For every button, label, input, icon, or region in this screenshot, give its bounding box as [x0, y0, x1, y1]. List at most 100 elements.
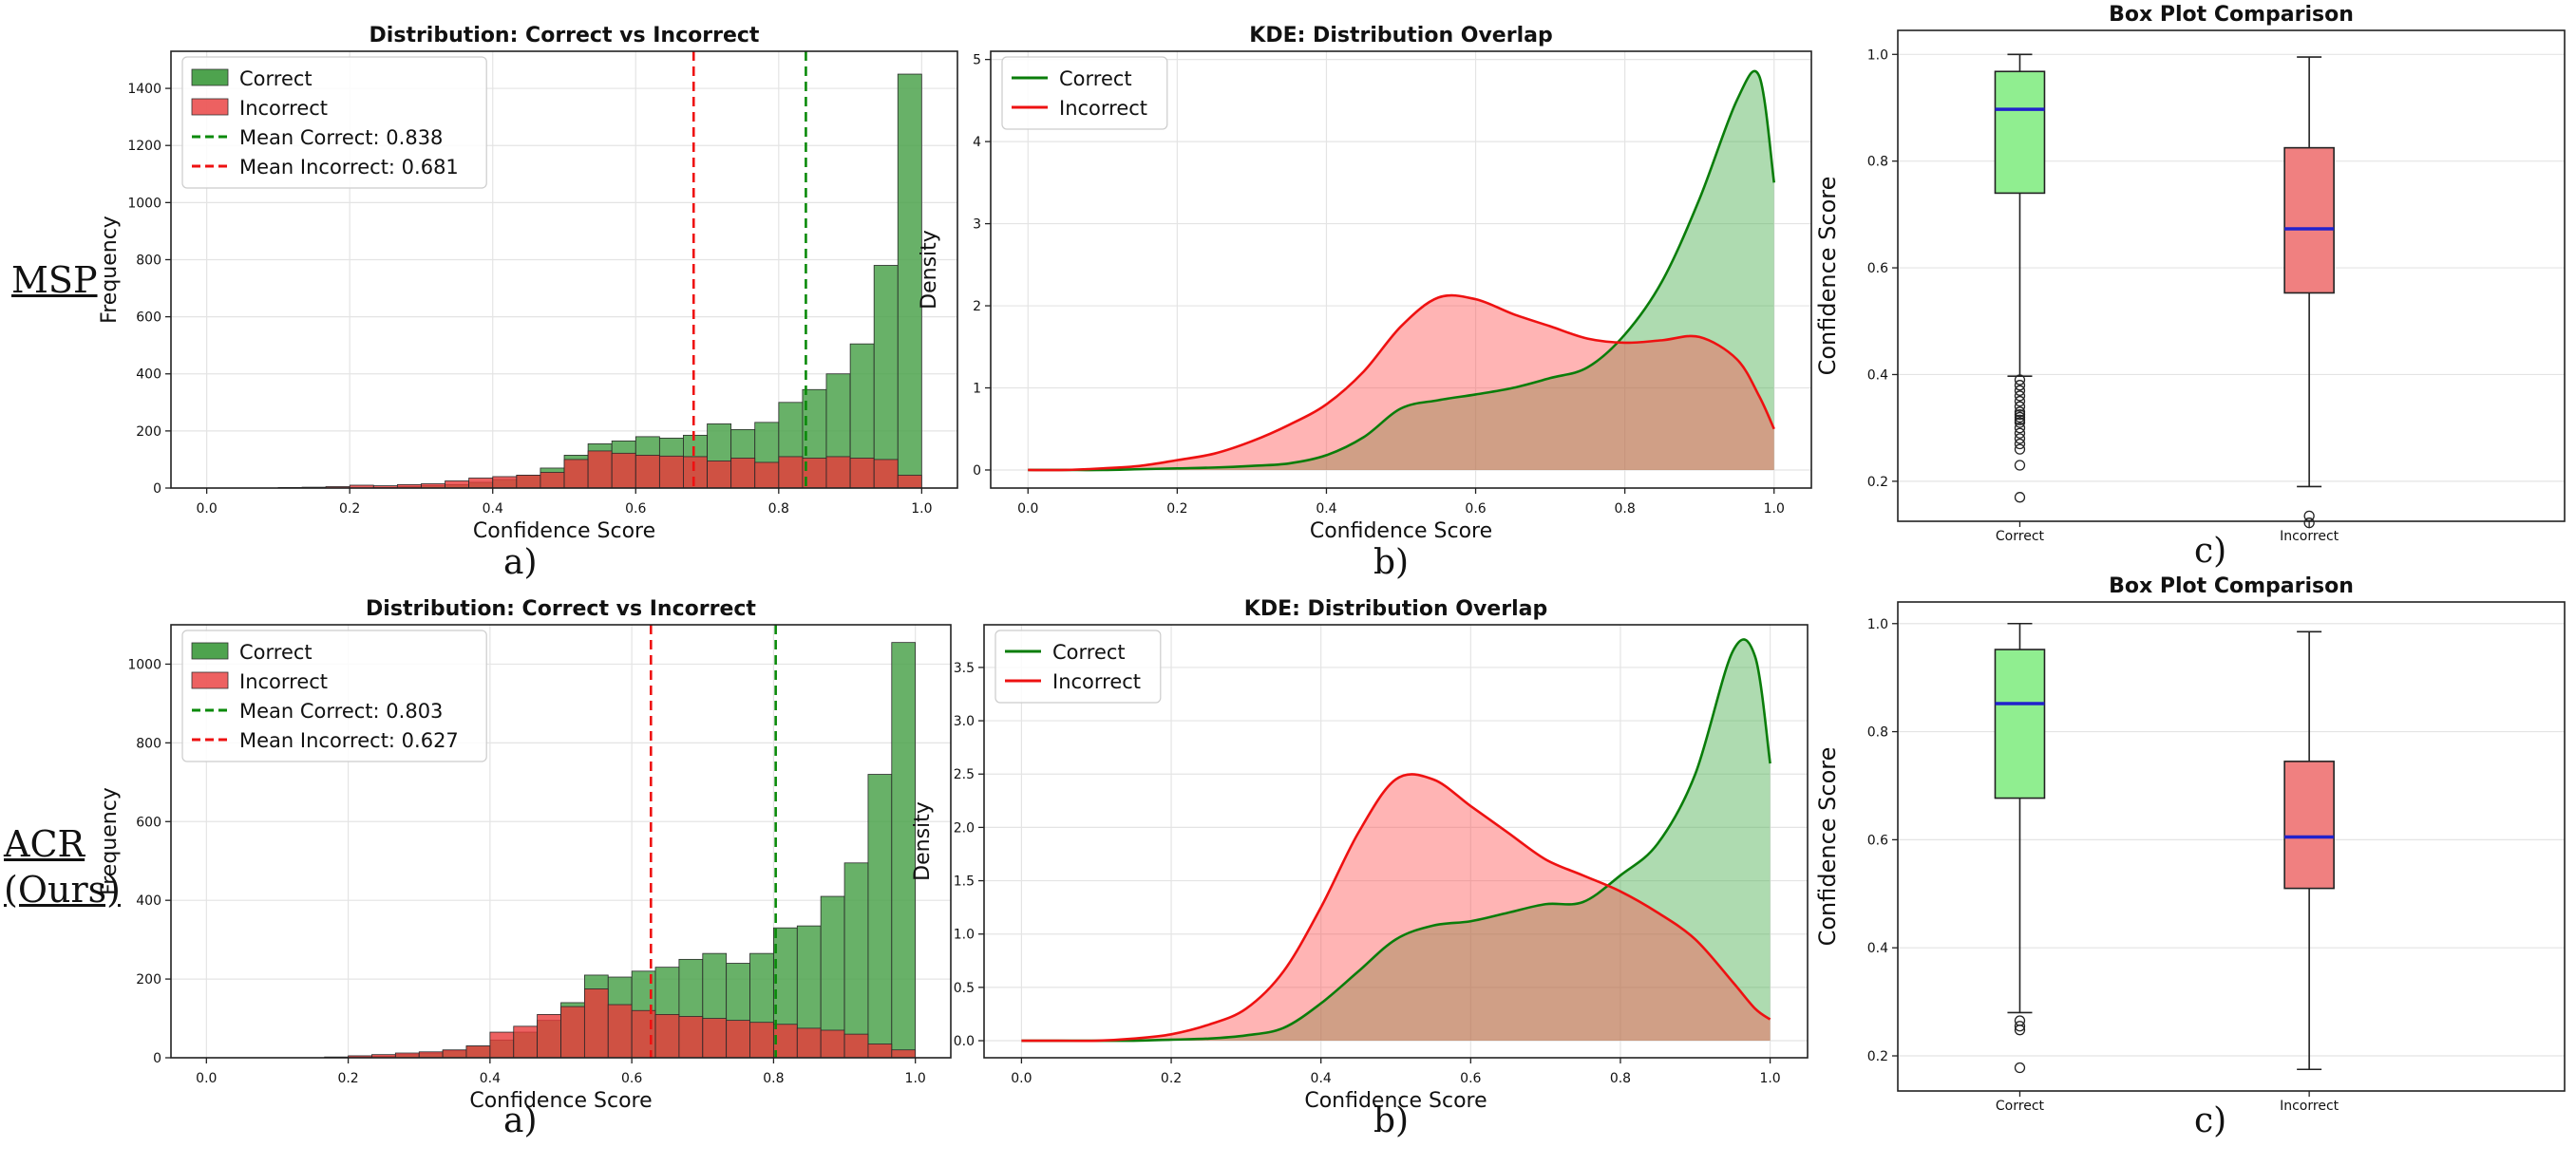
- histogram-bar-incorrect: [702, 1018, 728, 1059]
- x-tick-label: Incorrect: [2280, 1099, 2339, 1114]
- x-tick-label: 1.0: [1759, 1071, 1780, 1086]
- y-tick-label: 0: [153, 481, 161, 497]
- histogram-bar-incorrect: [825, 456, 851, 489]
- legend-label: Incorrect: [239, 670, 328, 693]
- y-tick-label: 800: [136, 253, 161, 268]
- x-tick-label: 1.0: [1764, 501, 1785, 517]
- chart-panel-2: [1892, 29, 2566, 529]
- chart-panel-3: [165, 624, 952, 1063]
- x-axis-label: Confidence Score: [1310, 519, 1492, 543]
- panel-letter-b-bottom: b): [1373, 1101, 1410, 1140]
- histogram-bar-incorrect: [540, 472, 565, 489]
- y-tick-label: 800: [136, 736, 161, 751]
- histogram-bar-incorrect: [891, 1049, 917, 1059]
- kde-line-correct: [1028, 69, 1776, 472]
- plot-frame: [170, 50, 958, 489]
- y-tick-label: 1000: [127, 196, 161, 211]
- box-outlier: [2014, 1021, 2026, 1032]
- y-tick-label: 600: [136, 310, 161, 326]
- legend-label: Correct: [239, 67, 313, 90]
- y-axis-label: Confidence Score: [1814, 177, 1841, 376]
- row-label-acr-line1: ACR: [4, 823, 85, 865]
- y-axis-label: Density: [911, 801, 935, 881]
- x-tick-label: 1.0: [905, 1071, 926, 1086]
- kde-line-correct: [1021, 638, 1771, 1043]
- histogram-bar-incorrect: [683, 456, 708, 489]
- box-outlier: [2014, 443, 2026, 455]
- legend-label: Incorrect: [239, 97, 328, 120]
- y-tick-label: 1400: [127, 82, 161, 97]
- x-axis-label: Confidence Score: [473, 519, 655, 543]
- histogram-bar-incorrect: [468, 478, 494, 489]
- legend-swatch: [191, 671, 229, 689]
- y-axis-label: Confidence Score: [1814, 747, 1841, 947]
- box-outlier: [2014, 408, 2026, 421]
- histogram-bar-incorrect: [654, 1014, 680, 1059]
- legend-label: Mean Incorrect: 0.627: [239, 729, 459, 752]
- kde-fill-incorrect: [1021, 774, 1771, 1042]
- box-outlier: [2014, 390, 2026, 402]
- y-tick-label: 200: [136, 424, 161, 440]
- box-outlier: [2014, 411, 2026, 423]
- x-tick-label: 0.8: [763, 1071, 784, 1086]
- y-tick-label: 3: [973, 217, 981, 233]
- chart-title: Distribution: Correct vs Incorrect: [366, 597, 756, 621]
- x-tick-label: 0.2: [1161, 1071, 1182, 1086]
- chart-title: Distribution: Correct vs Incorrect: [369, 24, 760, 47]
- box-outlier: [2014, 380, 2026, 391]
- kde-fill-correct: [1021, 639, 1771, 1042]
- histogram-bar-correct: [843, 862, 869, 1059]
- y-tick-label: 0.2: [1867, 475, 1888, 490]
- x-tick-label: 0.8: [1615, 501, 1636, 517]
- y-tick-label: 1: [973, 382, 981, 397]
- y-tick-label: 1.0: [954, 928, 975, 943]
- chart-title: Box Plot Comparison: [2109, 3, 2354, 27]
- histogram-bar-incorrect: [587, 450, 613, 489]
- y-tick-label: 400: [136, 893, 161, 909]
- histogram-bar-incorrect: [778, 456, 804, 489]
- histogram-bar-incorrect: [726, 1020, 750, 1059]
- histogram-bar-incorrect: [730, 458, 756, 489]
- histogram-bar-incorrect: [465, 1045, 491, 1059]
- x-tick-label: 1.0: [911, 501, 932, 517]
- kde-line-incorrect: [1021, 773, 1771, 1043]
- box-incorrect: [2283, 146, 2335, 294]
- y-tick-label: 0.6: [1867, 833, 1888, 848]
- histogram-bar-incorrect: [611, 452, 636, 489]
- legend-swatch: [191, 642, 229, 660]
- box-correct: [1994, 649, 2046, 799]
- chart-title: KDE: Distribution Overlap: [1244, 597, 1547, 621]
- histogram-bar-incorrect: [635, 455, 660, 489]
- row-label-msp-line1: MSP: [11, 259, 98, 301]
- x-tick-label: Incorrect: [2280, 529, 2339, 544]
- histogram-bar-incorrect: [489, 1031, 515, 1059]
- y-axis-label: Density: [918, 230, 941, 310]
- y-tick-label: 1000: [127, 657, 161, 672]
- x-tick-label: Correct: [1996, 529, 2045, 544]
- histogram-bar-incorrect: [583, 988, 609, 1059]
- histogram-bar-incorrect: [849, 458, 875, 489]
- histogram-bar-incorrect: [631, 1009, 656, 1059]
- y-axis-label: Frequency: [98, 787, 122, 895]
- kde-line-incorrect: [1028, 293, 1775, 472]
- x-tick-label: 0.2: [337, 1071, 358, 1086]
- y-tick-label: 2.0: [954, 820, 975, 836]
- histogram-bar-incorrect: [754, 461, 780, 489]
- y-tick-label: 0: [973, 463, 981, 479]
- chart-title: Box Plot Comparison: [2109, 574, 2354, 598]
- x-tick-label: 0.4: [1316, 501, 1336, 517]
- chart-panel-0: [165, 50, 958, 494]
- box-outlier: [2014, 438, 2026, 450]
- legend-label: Mean Correct: 0.803: [239, 700, 443, 723]
- histogram-bar-incorrect: [513, 1025, 539, 1059]
- box-outlier: [2014, 417, 2026, 428]
- plot-frame: [1897, 601, 2566, 1092]
- x-tick-label: 0.4: [483, 501, 503, 517]
- legend-label: Correct: [239, 641, 313, 664]
- legend-label: Mean Incorrect: 0.681: [239, 156, 459, 179]
- panel-letter-c-bottom: c): [2194, 1101, 2227, 1140]
- histogram-bar-correct: [867, 774, 893, 1059]
- y-tick-label: 2: [973, 299, 981, 314]
- box-outlier: [2014, 406, 2026, 418]
- legend-swatch: [191, 68, 229, 86]
